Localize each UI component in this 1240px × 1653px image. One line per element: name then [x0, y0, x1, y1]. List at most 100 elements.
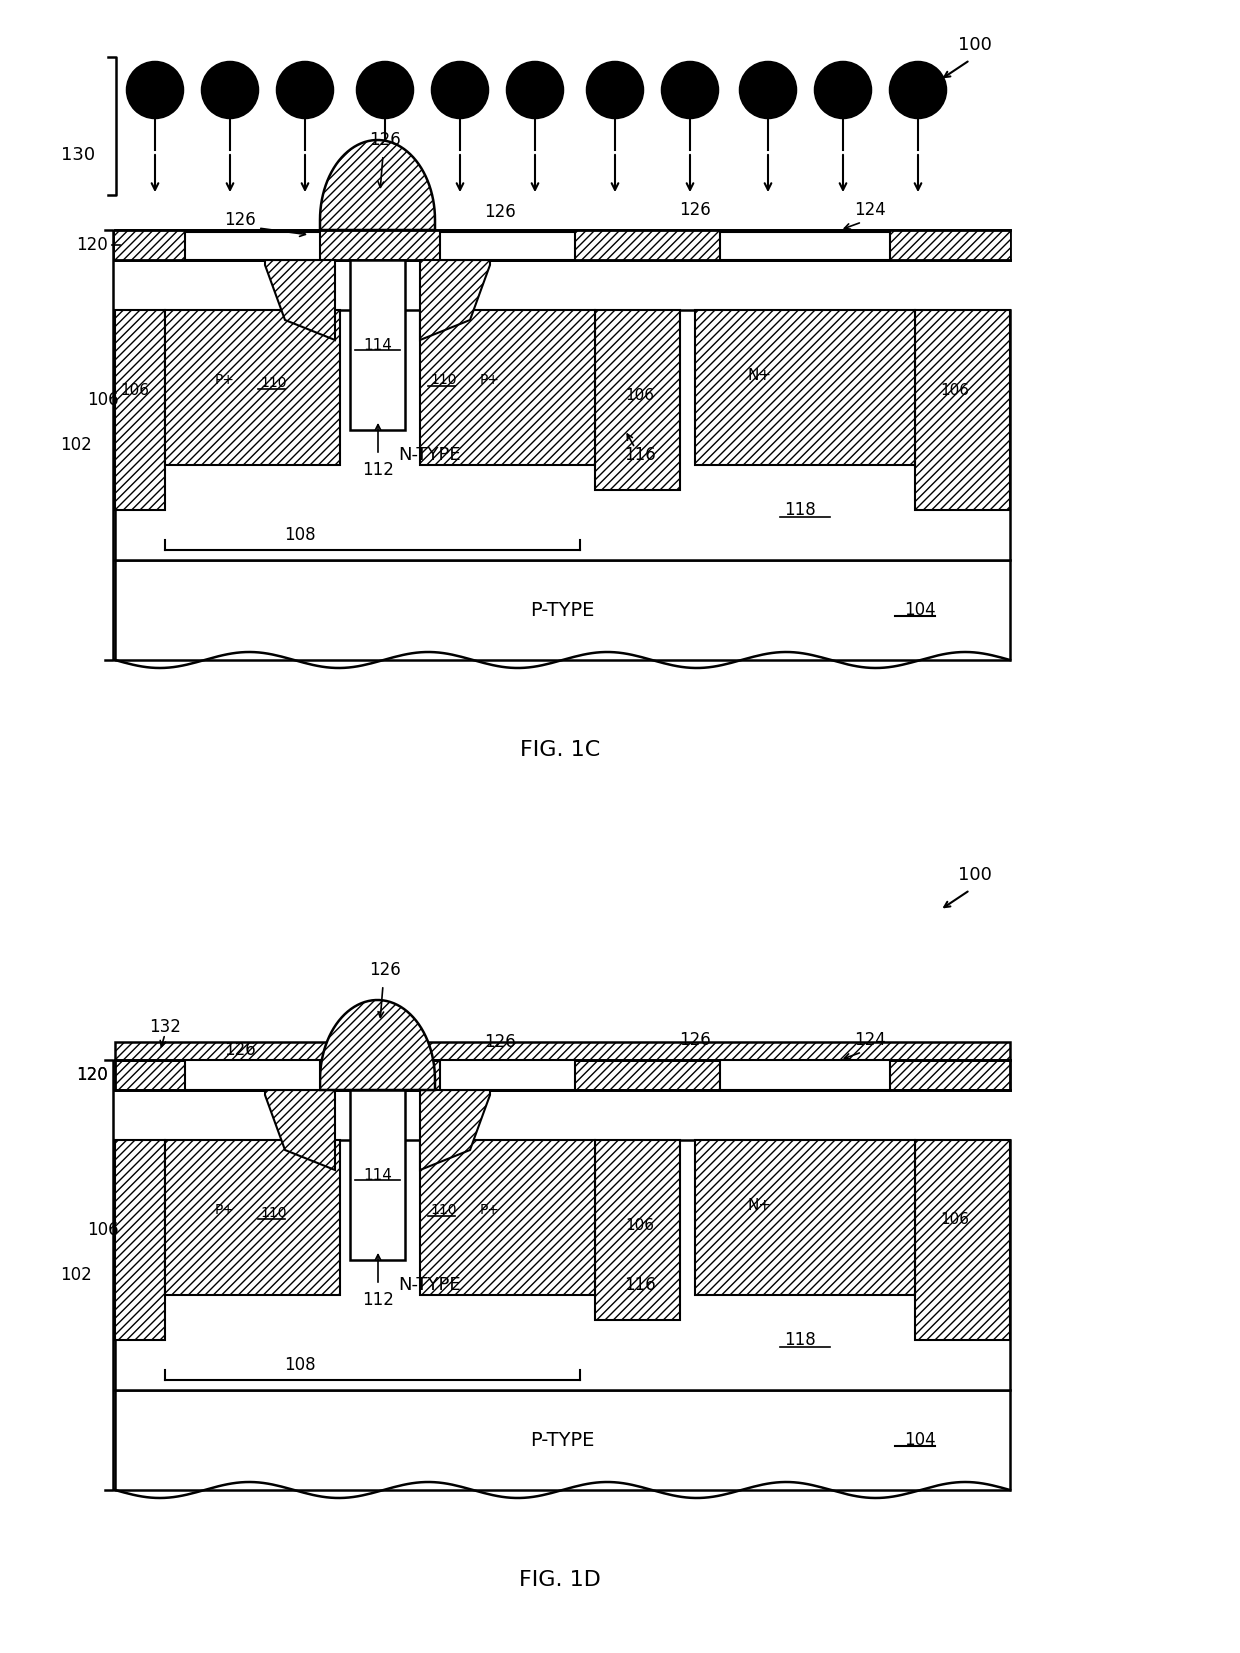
- Text: 104: 104: [904, 1431, 936, 1450]
- Text: N+: N+: [748, 1197, 773, 1213]
- Text: 126: 126: [224, 1041, 255, 1060]
- Bar: [595, 311, 680, 489]
- Text: 106: 106: [87, 392, 119, 408]
- Text: 102: 102: [61, 1266, 92, 1284]
- Text: 106: 106: [87, 1222, 119, 1240]
- Bar: [440, 1060, 575, 1089]
- Text: 118: 118: [784, 1331, 816, 1349]
- Text: Ar: Ar: [760, 83, 776, 98]
- Text: P+: P+: [480, 1203, 500, 1217]
- Circle shape: [277, 63, 334, 117]
- Bar: [694, 311, 915, 464]
- Circle shape: [587, 63, 644, 117]
- Text: 100: 100: [959, 866, 992, 884]
- Text: 120: 120: [76, 1066, 108, 1084]
- Text: 126: 126: [370, 960, 401, 979]
- Text: P-TYPE: P-TYPE: [531, 1430, 595, 1450]
- Text: 116: 116: [624, 446, 656, 464]
- Text: 126: 126: [484, 203, 516, 222]
- Text: N-TYPE: N-TYPE: [399, 1276, 461, 1294]
- Text: 126: 126: [680, 202, 711, 218]
- Text: 106: 106: [625, 387, 655, 402]
- Text: FIG. 1D: FIG. 1D: [520, 1570, 601, 1590]
- Bar: [350, 260, 405, 430]
- Text: 116: 116: [624, 1276, 656, 1294]
- Bar: [115, 311, 1011, 560]
- Polygon shape: [265, 1089, 335, 1170]
- Text: 126: 126: [484, 1033, 516, 1051]
- Bar: [595, 1141, 680, 1321]
- Polygon shape: [265, 260, 335, 341]
- Text: 104: 104: [904, 602, 936, 618]
- Text: 112: 112: [362, 461, 394, 479]
- Text: 130: 130: [61, 145, 95, 164]
- Circle shape: [432, 63, 489, 117]
- Bar: [115, 1141, 165, 1341]
- Text: 112: 112: [362, 1291, 394, 1309]
- Text: P+: P+: [215, 374, 236, 387]
- Text: Ar: Ar: [222, 83, 238, 98]
- Text: 102: 102: [61, 436, 92, 455]
- Text: 126: 126: [370, 131, 401, 149]
- Text: P+: P+: [215, 1203, 236, 1217]
- Text: Ar: Ar: [682, 83, 698, 98]
- Text: Ar: Ar: [377, 83, 393, 98]
- Bar: [350, 1089, 405, 1260]
- Text: P-TYPE: P-TYPE: [531, 600, 595, 620]
- Text: Ar: Ar: [527, 83, 543, 98]
- Text: Ar: Ar: [451, 83, 469, 98]
- Bar: [915, 1141, 1011, 1341]
- Text: 108: 108: [284, 526, 316, 544]
- Text: 114: 114: [363, 1167, 392, 1182]
- Bar: [720, 1060, 890, 1089]
- Text: N+: N+: [748, 367, 773, 382]
- Text: Ar: Ar: [910, 83, 926, 98]
- Bar: [185, 1060, 320, 1089]
- Text: Ar: Ar: [606, 83, 624, 98]
- Text: 106: 106: [940, 1213, 970, 1228]
- Text: 106: 106: [120, 382, 150, 397]
- Circle shape: [815, 63, 870, 117]
- Text: Ar: Ar: [146, 83, 164, 98]
- Bar: [165, 311, 340, 464]
- Text: 108: 108: [284, 1355, 316, 1374]
- Bar: [440, 231, 575, 260]
- Polygon shape: [320, 1000, 435, 1089]
- Bar: [115, 1041, 1011, 1060]
- Circle shape: [740, 63, 796, 117]
- Bar: [115, 1141, 1011, 1390]
- Bar: [420, 1141, 595, 1294]
- Text: 120: 120: [76, 236, 108, 255]
- Text: 110: 110: [430, 374, 456, 387]
- Text: 100: 100: [959, 36, 992, 55]
- Bar: [115, 230, 1011, 260]
- Circle shape: [890, 63, 946, 117]
- Bar: [165, 1141, 340, 1294]
- Text: 126: 126: [680, 1031, 711, 1050]
- Text: 124: 124: [854, 202, 885, 218]
- Text: P+: P+: [480, 374, 500, 387]
- Bar: [265, 230, 490, 260]
- Text: Ar: Ar: [296, 83, 314, 98]
- Bar: [115, 1390, 1011, 1489]
- Circle shape: [126, 63, 184, 117]
- Bar: [694, 1141, 915, 1294]
- Polygon shape: [320, 141, 435, 230]
- Polygon shape: [420, 1089, 490, 1170]
- Bar: [720, 231, 890, 260]
- Circle shape: [357, 63, 413, 117]
- Text: 120: 120: [76, 1066, 108, 1084]
- Circle shape: [202, 63, 258, 117]
- Circle shape: [662, 63, 718, 117]
- Text: 114: 114: [363, 337, 392, 352]
- Text: 106: 106: [940, 382, 970, 397]
- Text: Ar: Ar: [835, 83, 852, 98]
- Bar: [115, 1060, 1011, 1089]
- Text: 110: 110: [430, 1203, 456, 1217]
- Text: 124: 124: [854, 1031, 885, 1050]
- Bar: [420, 311, 595, 464]
- Bar: [185, 231, 320, 260]
- Text: 106: 106: [625, 1218, 655, 1233]
- Text: 110: 110: [260, 1207, 286, 1220]
- Text: N-TYPE: N-TYPE: [399, 446, 461, 464]
